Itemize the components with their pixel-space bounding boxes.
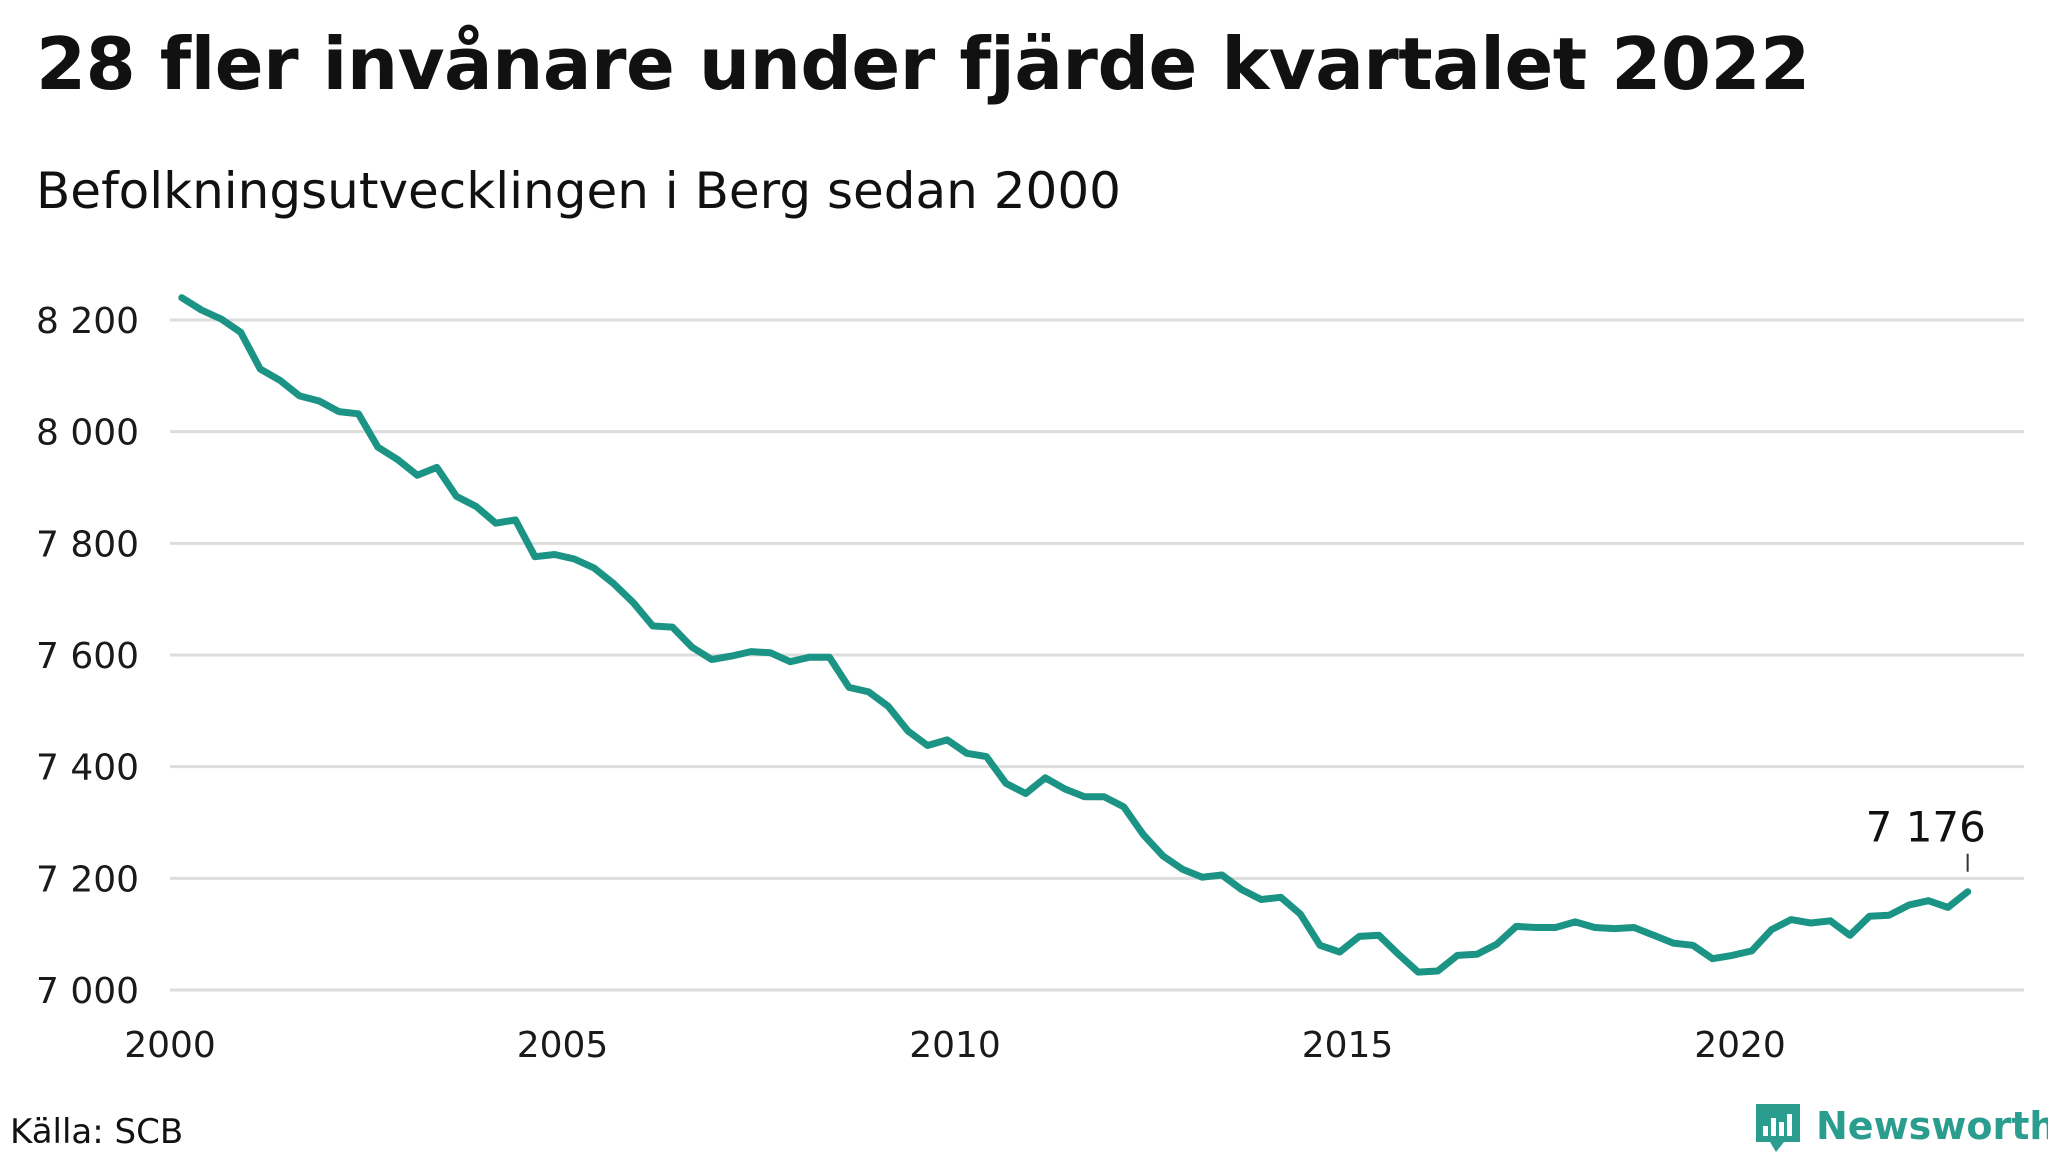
annotations: 7 176	[1866, 803, 1986, 872]
y-tick-label: 7 400	[36, 748, 139, 789]
x-tick-label: 2020	[1694, 1025, 1786, 1066]
x-tick-label: 2000	[124, 1025, 216, 1066]
x-tick-label: 2015	[1302, 1025, 1394, 1066]
chart-title: 28 fler invånare under fjärde kvartalet …	[36, 22, 1810, 106]
y-tick-label: 7 000	[36, 971, 139, 1012]
y-tick-label: 7 800	[36, 524, 139, 565]
population-series-line	[178, 294, 1972, 976]
y-tick-label: 7 600	[36, 636, 139, 677]
line-chart: 7 000 7 200 7 400 7 600 7 800 8 000 8 200 2000…	[36, 294, 2024, 1066]
brand-logo: Newsworthy	[1752, 1100, 2048, 1158]
end-value-label: 7 176	[1866, 803, 1986, 852]
brand-name: Newsworthy	[1816, 1104, 2048, 1148]
chart-subtitle: Befolkningsutvecklingen i Berg sedan 200…	[36, 162, 1121, 220]
source-note: Källa: SCB	[10, 1112, 184, 1152]
gridlines	[170, 318, 2024, 992]
y-tick-label: 8 200	[36, 301, 139, 342]
y-tick-label: 7 200	[36, 859, 139, 900]
x-tick-label: 2005	[517, 1025, 609, 1066]
series-layer	[178, 294, 1972, 976]
newsworthy-logo-icon	[1756, 1104, 1800, 1152]
x-tick-label: 2010	[909, 1025, 1001, 1066]
y-tick-label: 8 000	[36, 413, 139, 454]
y-axis-tick-labels: 7 000 7 200 7 400 7 600 7 800 8 000 8 200	[36, 301, 139, 1012]
x-axis-tick-labels: 2000 2005 2010 2015 2020	[124, 1025, 1786, 1066]
